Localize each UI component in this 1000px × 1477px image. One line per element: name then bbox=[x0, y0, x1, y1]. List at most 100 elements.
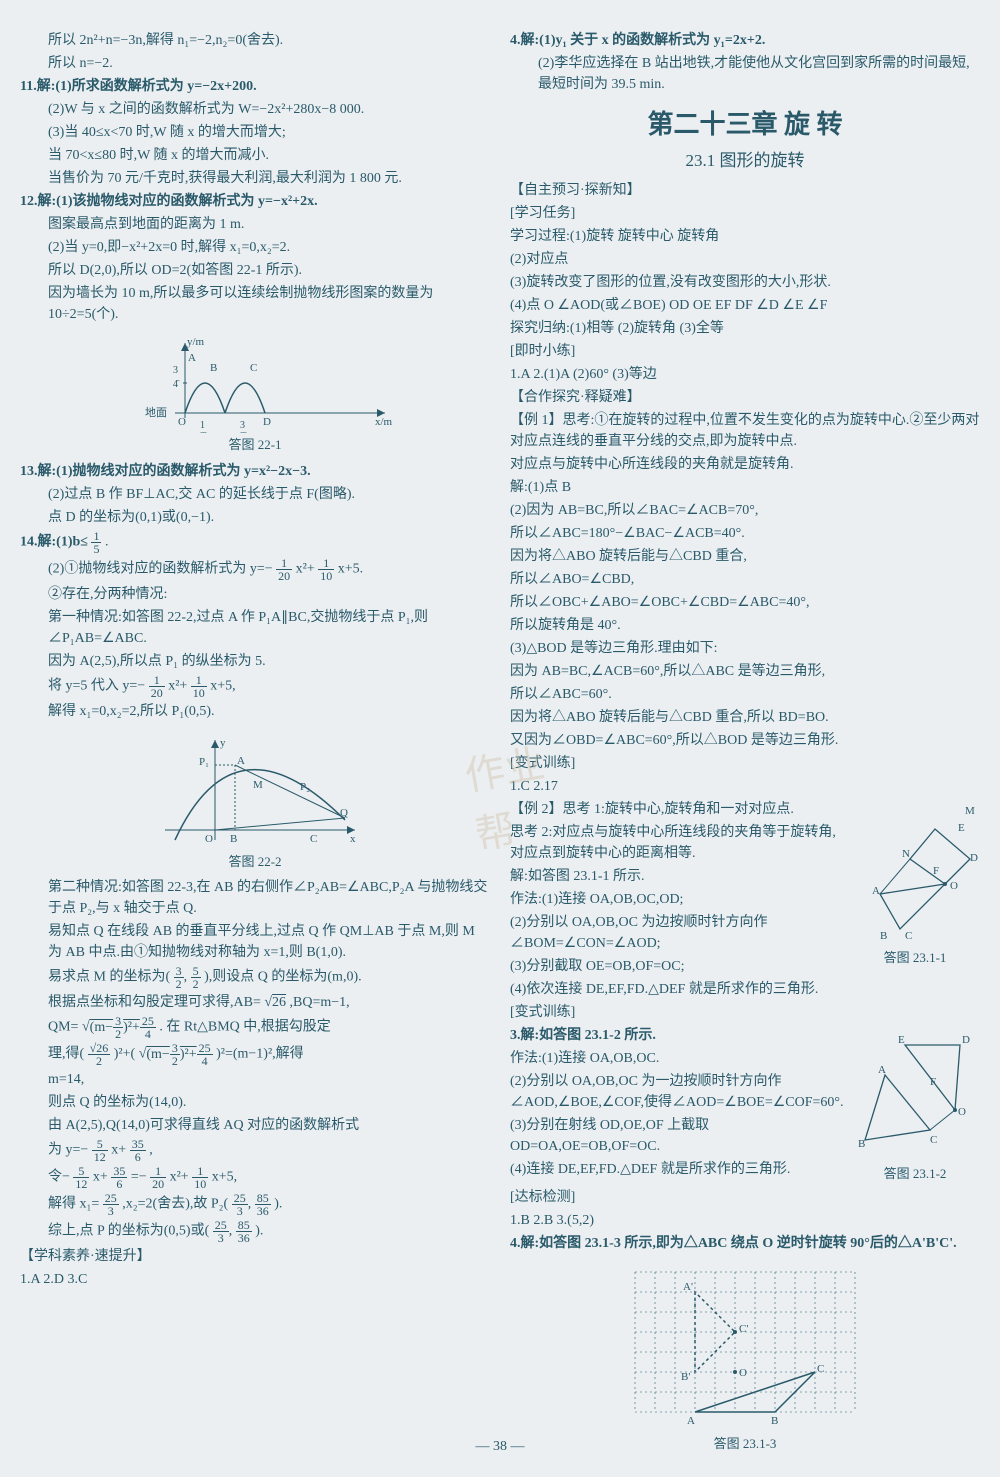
fraction: 253 bbox=[213, 1219, 229, 1244]
text-line: [即时小练] bbox=[510, 341, 980, 362]
fraction: 120 bbox=[150, 1165, 166, 1190]
text: 根据点坐标和勾股定理可求得,AB= bbox=[48, 995, 261, 1010]
text-line: 学习过程:(1)旋转 旋转中心 旋转角 bbox=[510, 226, 980, 247]
fraction: 52 bbox=[191, 965, 201, 990]
text-line: 4.解:(1)y₁ 关于 x 的函数解析式为 y₁=2x+2. bbox=[510, 30, 980, 51]
figure-23-1-1: O A B C N F D E M 答图 23.1-1 bbox=[850, 799, 980, 968]
text-line: 第一种情况:如答图 22-2,过点 A 作 P₁A∥BC,交抛物线于点 P₁,则… bbox=[20, 607, 490, 649]
text-line: 当售价为 70 元/千克时,获得最大利润,最大利润为 1 800 元. bbox=[20, 168, 490, 189]
text-line: 【例 1】思考:①在旋转的过程中,位置不发生变化的点为旋转中心.②至少两对对应点… bbox=[510, 410, 980, 452]
text-line: 图案最高点到地面的距离为 1 m. bbox=[20, 214, 490, 235]
text-line: (2)当 y=0,即−x²+2x=0 时,解得 x₁=0,x₂=2. bbox=[20, 237, 490, 258]
text-line: 易求点 M 的坐标为( 32, 52 ),则设点 Q 的坐标为(m,0). bbox=[20, 965, 490, 990]
svg-text:M: M bbox=[965, 805, 975, 817]
text-line: [达标检测] bbox=[510, 1187, 980, 1208]
q-label: 13.解:(1)抛物线对应的函数解析式为 y=x²−2x−3. bbox=[20, 464, 311, 479]
svg-text:D: D bbox=[970, 852, 978, 864]
q-label: 12.解:(1)该抛物线对应的函数解析式为 y=−x²+2x. bbox=[20, 194, 318, 209]
svg-text:C: C bbox=[930, 1134, 937, 1146]
fraction: √262 bbox=[88, 1042, 111, 1067]
svg-text:N: N bbox=[902, 848, 910, 860]
fraction: 15 bbox=[91, 530, 101, 555]
text: x²+ bbox=[170, 1170, 189, 1185]
text-line: 因为墙长为 10 m,所以最多可以连续绘制抛物线形图案的数量为 10÷2=5(个… bbox=[20, 283, 490, 325]
text: . 在 Rt△BMQ 中,根据勾股定 bbox=[159, 1020, 330, 1035]
fraction: 512 bbox=[73, 1165, 89, 1190]
section-heading: 【学科素养·速提升】 bbox=[20, 1246, 490, 1267]
text-line: 1.C 2.17 bbox=[510, 776, 980, 797]
text-line: 所以 2n²+n=−3n,解得 n₁=−2,n₂=0(舍去). bbox=[20, 30, 490, 51]
svg-text:P₁: P₁ bbox=[199, 756, 209, 768]
text-line: 所以 n=−2. bbox=[20, 53, 490, 74]
svg-text:A: A bbox=[687, 1415, 695, 1427]
chapter-title: 第二十三章 旋 转 bbox=[510, 105, 980, 144]
figure-22-2: P₁ A M P₂ Q O B C x y 答图 22-2 bbox=[20, 730, 490, 872]
text-line: (3)当 40≤x<70 时,W 随 x 的增大而增大; bbox=[20, 122, 490, 143]
text: ,BQ=m−1, bbox=[290, 995, 350, 1010]
left-column: 所以 2n²+n=−3n,解得 n₁=−2,n₂=0(舍去). 所以 n=−2.… bbox=[20, 30, 490, 1410]
text-line: QM= √(m−32)²+254 . 在 Rt△BMQ 中,根据勾股定 bbox=[20, 1015, 490, 1040]
figure-caption: 答图 22-1 bbox=[20, 435, 490, 455]
text-line: (3)△BOD 是等边三角形.理由如下: bbox=[510, 638, 980, 659]
fraction: 356 bbox=[111, 1165, 127, 1190]
text-line: 则点 Q 的坐标为(14,0). bbox=[20, 1092, 490, 1113]
fraction: 356 bbox=[130, 1138, 146, 1163]
svg-text:x/m: x/m bbox=[375, 416, 393, 428]
fraction: 110 bbox=[318, 557, 334, 582]
text-line: m=14, bbox=[20, 1069, 490, 1090]
svg-text:O: O bbox=[205, 833, 213, 845]
figure-23-1-3: A B C O A' B' C' 答图 23.1-3 bbox=[510, 1262, 980, 1454]
svg-text:F: F bbox=[930, 1076, 936, 1088]
q-label: 14.解:(1)b≤ bbox=[20, 534, 88, 549]
text: , bbox=[149, 1143, 153, 1158]
svg-text:x: x bbox=[350, 833, 356, 845]
text: )²+( bbox=[114, 1047, 135, 1062]
svg-text:C': C' bbox=[739, 1323, 748, 1335]
fraction: 253 bbox=[103, 1192, 119, 1217]
text-line: 所以旋转角是 40°. bbox=[510, 615, 980, 636]
svg-text:1: 1 bbox=[200, 420, 205, 431]
text-line: 所以∠ABC=180°−∠BAC−∠ACB=40°. bbox=[510, 523, 980, 544]
text-line: 当 70<x≤80 时,W 随 x 的增大而减小. bbox=[20, 145, 490, 166]
svg-text:B': B' bbox=[681, 1371, 690, 1383]
text-line: 将 y=5 代入 y=− 120 x²+ 110 x+5, bbox=[20, 674, 490, 699]
fraction: 253 bbox=[232, 1192, 248, 1217]
figure-22-1: y/m x/m 地面 O A B C D 3 4̄ 1 2̄ 3 2̄ 答图 2… bbox=[20, 333, 490, 455]
svg-text:C: C bbox=[905, 930, 912, 939]
text-line: 理,得( √262 )²+( √(m−32)²+254 )²=(m−1)²,解得 bbox=[20, 1042, 490, 1067]
text-line: 解得 x₁=0,x₂=2,所以 P₁(0,5). bbox=[20, 701, 490, 722]
text-line: 易知点 Q 在线段 AB 的垂直平分线上,过点 Q 作 QM⊥AB 于点 M,则… bbox=[20, 921, 490, 963]
q-label: 4.解:如答图 23.1-3 所示,即为△ABC 绕点 O 逆时针旋转 90°后… bbox=[510, 1236, 957, 1251]
svg-text:A': A' bbox=[683, 1281, 693, 1293]
text-line: 1.B 2.B 3.(5,2) bbox=[510, 1210, 980, 1231]
text-line: 对应点与旋转中心所连线段的夹角就是旋转角. bbox=[510, 454, 980, 475]
text: ). bbox=[255, 1224, 263, 1239]
text: 易求点 M 的坐标为( bbox=[48, 970, 170, 985]
svg-text:O: O bbox=[950, 880, 958, 892]
sqrt: 26 bbox=[272, 995, 286, 1010]
fraction: 8536 bbox=[236, 1219, 252, 1244]
text: 综上,点 P 的坐标为(0,5)或( bbox=[48, 1224, 209, 1239]
svg-text:A: A bbox=[188, 352, 196, 364]
svg-text:2̄: 2̄ bbox=[200, 431, 207, 433]
text: . bbox=[105, 534, 109, 549]
text-line: (2)因为 AB=BC,所以∠BAC=∠ACB=70°, bbox=[510, 500, 980, 521]
text-line: 所以∠ABC=60°. bbox=[510, 684, 980, 705]
text-line: ②存在,分两种情况: bbox=[20, 584, 490, 605]
svg-text:O: O bbox=[739, 1367, 747, 1379]
svg-text:M: M bbox=[253, 779, 263, 791]
fraction: 8536 bbox=[255, 1192, 271, 1217]
text-line: 11.解:(1)所求函数解析式为 y=−2x+200. bbox=[20, 76, 490, 97]
section-heading: 【自主预习·探新知】 bbox=[510, 180, 980, 201]
text: 理,得( bbox=[48, 1047, 84, 1062]
text: ). bbox=[274, 1197, 282, 1212]
figure-caption: 答图 23.1-2 bbox=[850, 1164, 980, 1184]
svg-text:C: C bbox=[310, 833, 317, 845]
text-line: 4.解:如答图 23.1-3 所示,即为△ABC 绕点 O 逆时针旋转 90°后… bbox=[510, 1233, 980, 1254]
text-line: [变式训练] bbox=[510, 1002, 980, 1023]
svg-text:y/m: y/m bbox=[187, 336, 205, 348]
q-label: 3.解:如答图 23.1-2 所示. bbox=[510, 1028, 656, 1043]
text: x+5, bbox=[210, 678, 235, 693]
text-line: 点 D 的坐标为(0,1)或(0,−1). bbox=[20, 507, 490, 528]
text: x²+ bbox=[168, 678, 187, 693]
